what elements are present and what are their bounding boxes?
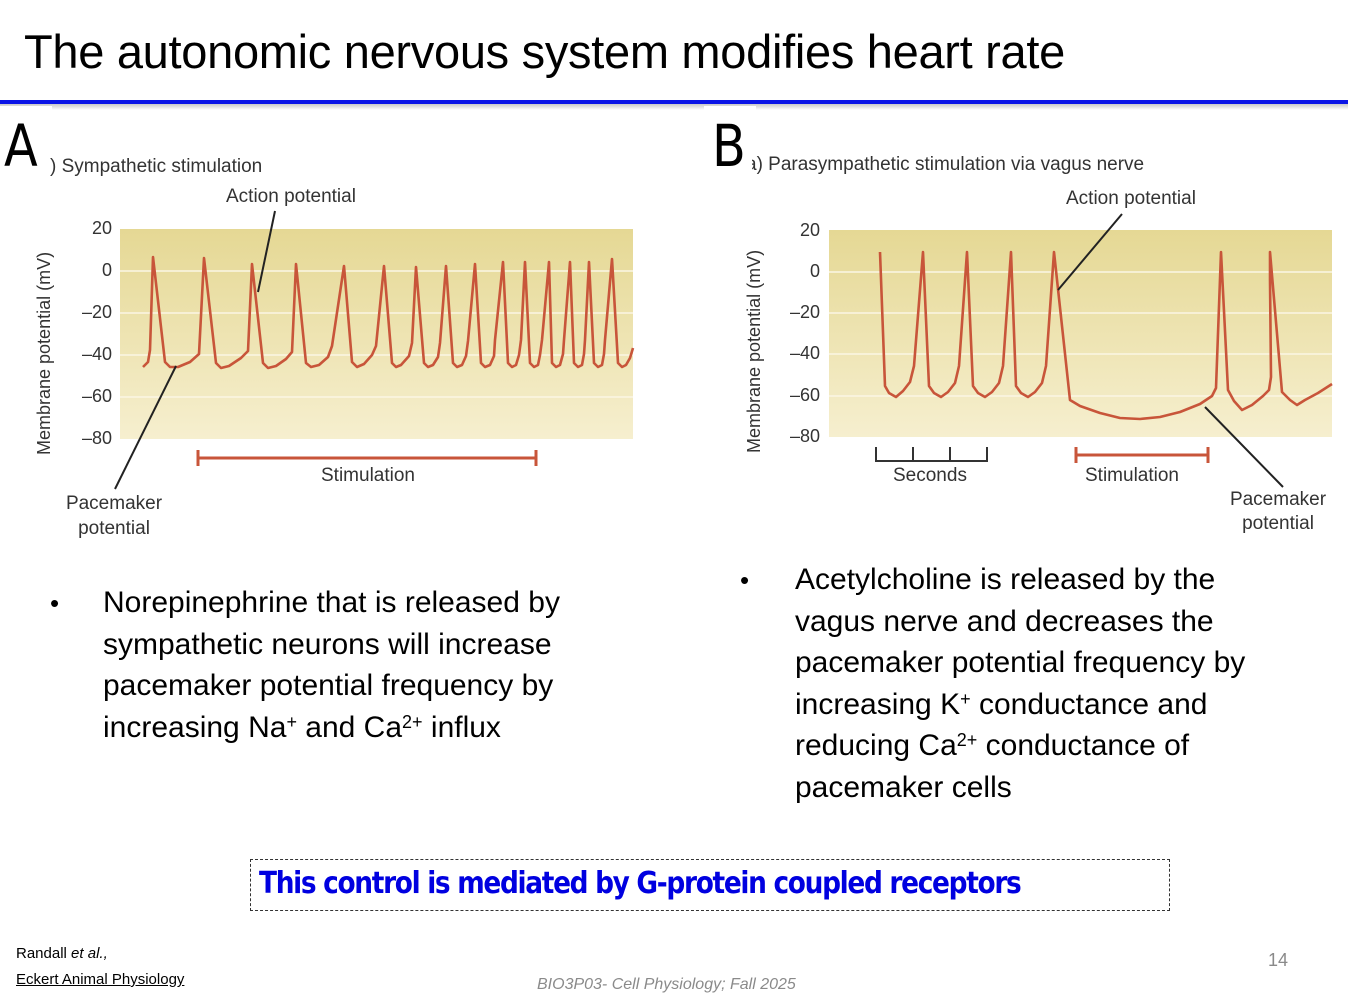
panel-b-gridlines [829,271,1332,397]
text-segment: conductance and [970,687,1208,721]
panel-b-membrane-trace [878,250,1333,421]
panel-b-caption-text: a) Parasympathetic stimulation via vagus… [752,154,1145,175]
gpcr-callout-text: This control is mediated by G-protein co… [259,866,1022,901]
panel-a-bullet: • Norepinephrine that is released by sym… [0,582,700,752]
panel-a-caption: ) Sympathetic stimulation [50,156,263,177]
panel-a-action-potential-leader [257,210,276,293]
panel-a-bullet-text-mid: and Ca [296,710,403,744]
panel-b-bullet-line: reducing Ca2+ conductance of [795,725,1348,767]
panel-b-ytick: –80 [789,426,820,446]
panel-b-pacemaker-label-line2: potential [1242,513,1314,534]
panel-b-bullet: • Acetylcholine is released by the vagus… [700,559,1348,819]
panel-b-ytick: –60 [789,385,820,405]
panel-a-pacemaker-label: Pacemaker potential [58,493,170,540]
gpcr-callout-box: This control is mediated by G-protein co… [250,859,1170,911]
panel-b-pacemaker-label: Pacemaker potential [1222,489,1334,535]
panel-b-bullet-line: pacemaker cells [795,770,1012,804]
title-divider [0,100,1348,104]
reference-source[interactable]: Eckert Animal Physiology [16,971,184,988]
panel-b-pacemaker-label-line1: Pacemaker [1229,489,1327,510]
panel-a-ytick: –80 [81,428,112,448]
bullet-dot-icon: • [50,588,60,618]
panel-b-action-potential-leader [1057,213,1123,291]
panel-a-bullet-text-pre: Norepinephrine that is released by sympa… [103,586,560,744]
panel-b-bullet-line: pacemaker potential frequency by [795,646,1246,679]
panel-a-action-potential-label: Action potential [226,186,356,207]
panel-b-bullet-text: Acetylcholine is released by the vagus n… [795,559,1348,808]
panel-b-action-potential-label: Action potential [1066,188,1196,209]
panel-a-ytick: 0 [101,260,112,280]
panel-b-stimulation-label: Stimulation [1085,465,1179,486]
reference-source-link[interactable]: Eckert Animal Physiology [16,971,185,988]
panel-b-ytick: 20 [799,220,820,240]
panel-a-ytick: –40 [81,344,112,364]
panel-a-ytick: –60 [81,386,112,406]
panel-a-stimulation-label: Stimulation [321,465,415,486]
panel-b-plot [829,213,1333,488]
panel-b-pacemaker-leader [1204,406,1284,488]
panel-a-stimulation-bar [196,450,538,466]
panel-a-pacemaker-leader [114,365,177,490]
panel-a-ytick: –20 [81,302,112,322]
panel-b-bullet-line: vagus nerve and decreases the [795,604,1214,638]
panel-b-seconds-scale-bar [875,447,988,462]
panel-a-membrane-trace [142,255,635,370]
panel-a-bullet-text-post: influx [422,710,501,744]
panel-b-bullet-line: increasing K+ conductance and [795,684,1348,726]
title-divider-shadow [0,104,1348,110]
panel-b-stimulation-bar [1074,447,1210,463]
panel-a-pacemaker-label-line2: potential [78,518,150,539]
superscript: 2+ [402,711,423,732]
panel-b-ytick: –40 [789,343,820,363]
bullet-dot-icon: • [740,565,750,595]
slide-title: The autonomic nervous system modifies he… [24,25,1065,78]
superscript: + [286,711,297,732]
reference-author-etal: et al., [71,945,108,962]
panel-b-letter: B [712,112,746,180]
superscript: 2+ [956,730,978,750]
panel-b-ytick: 0 [809,261,820,281]
page-number: 14 [1268,950,1289,970]
footer-course: BIO3P03- Cell Physiology; Fall 2025 [537,976,796,993]
panel-a-plot [114,210,635,490]
panel-a-bullet-text: Norepinephrine that is released by sympa… [103,582,663,748]
text-segment: increasing K [795,687,961,721]
panel-b-bullet-line: Acetylcholine is released by the [795,563,1216,596]
panel-a-pacemaker-label-line1: Pacemaker [65,493,163,514]
panel-a-letter: A [4,112,38,180]
panel-a-ytick: 20 [91,218,112,238]
reference-author-name: Randall [16,945,67,962]
text-segment: reducing Ca [795,729,957,762]
image-edge-mask-a [0,106,52,118]
text-segment: conductance of [977,729,1190,762]
charts-svg [114,210,1333,490]
superscript: + [960,688,971,709]
reference-author: Randall et al., [16,945,108,962]
panel-b-ytick: –20 [789,302,820,322]
panel-b-seconds-label: Seconds [893,465,967,486]
image-edge-mask-b [704,106,756,118]
panel-b-caption: a) Parasympathetic stimulation via vagus… [752,154,1192,176]
